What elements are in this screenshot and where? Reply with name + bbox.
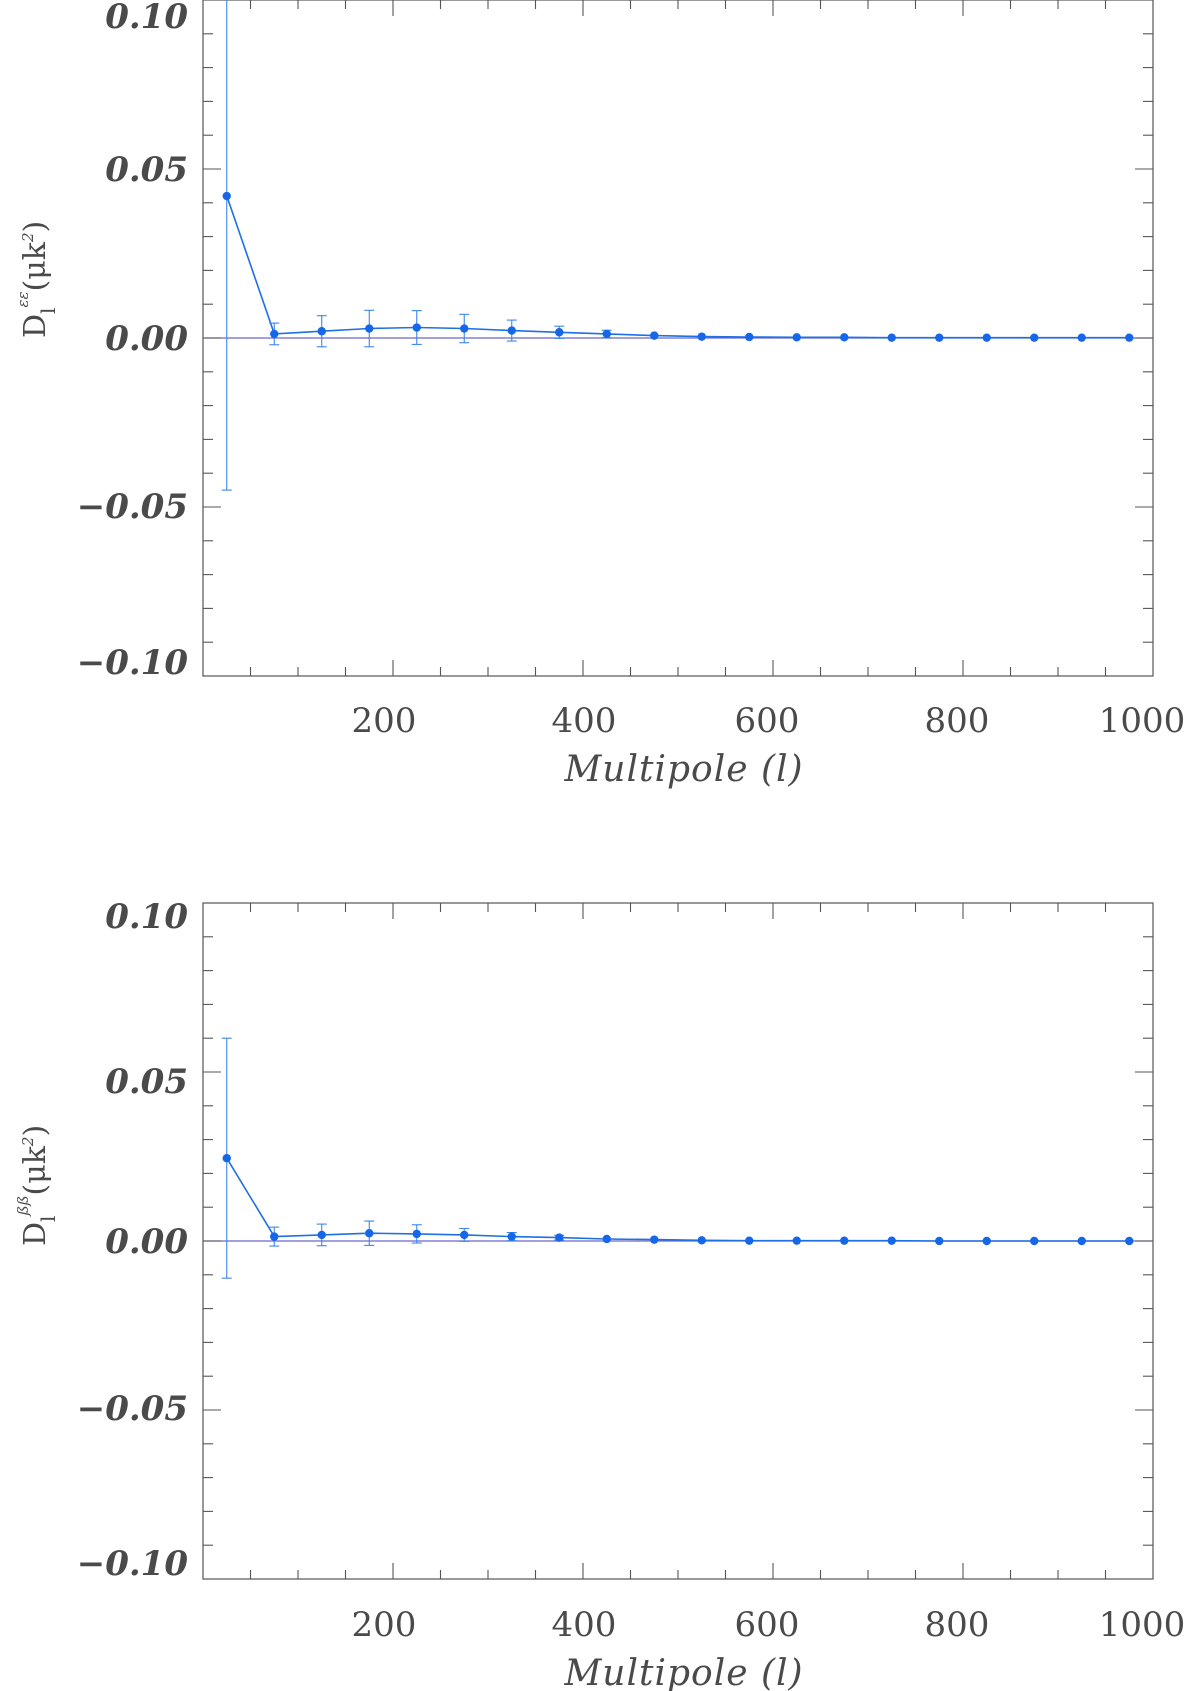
- x-tick-labels: 200 400 600 800 1000: [352, 1605, 1186, 1645]
- x-axis-label: Multipole (l): [563, 1653, 803, 1691]
- data-point: [412, 1229, 421, 1239]
- x-tick-label: 800: [925, 701, 990, 741]
- data-point: [365, 324, 374, 333]
- x-axis-label: Multipole (l): [563, 749, 803, 790]
- y-tick-labels: 0.10 0.05 0.00 −0.05 −0.10: [77, 0, 189, 683]
- data-point: [887, 1236, 896, 1245]
- data-point: [317, 327, 326, 336]
- data-point: [840, 1236, 849, 1245]
- data-point: [1030, 1236, 1039, 1246]
- data-point: [935, 333, 944, 342]
- x-tick-label: 400: [552, 701, 617, 741]
- x-tick-label: 1000: [1099, 1605, 1186, 1645]
- series-line: [226, 1157, 1130, 1242]
- y-axis-label-sub: l: [36, 308, 60, 314]
- y-tick-label: −0.10: [77, 643, 189, 683]
- ticks: [203, 0, 1153, 677]
- y-tick-label: 0.00: [105, 319, 188, 359]
- y-axis-label-sub: l: [36, 1216, 60, 1222]
- y-tick-label: 0.05: [105, 1062, 188, 1102]
- y-axis-label: Dlεε(μk2): [14, 221, 60, 338]
- x-tick-label: 600: [735, 701, 800, 741]
- data-point: [460, 1230, 469, 1240]
- data-point: [365, 1229, 374, 1238]
- data-point: [697, 332, 706, 341]
- y-axis-label-pow: 2: [19, 232, 37, 243]
- data-point: [745, 332, 754, 342]
- panel-ee: 0.10 0.05 0.00 −0.05 −0.10 200 400 600 8…: [14, 0, 1185, 790]
- data-point: [840, 333, 849, 342]
- x-tick-label: 600: [735, 1605, 800, 1645]
- x-tick-label: 400: [552, 1605, 617, 1645]
- marks: [203, 1037, 1153, 1279]
- y-tick-label: 0.00: [105, 1222, 188, 1262]
- y-tick-label: 0.10: [105, 897, 188, 937]
- data-point: [507, 1232, 516, 1241]
- data-point: [555, 1233, 564, 1242]
- data-point: [1125, 333, 1134, 342]
- data-point: [697, 1236, 706, 1245]
- x-tick-label: 200: [352, 701, 417, 741]
- data-point: [1077, 333, 1086, 342]
- series-line: [226, 195, 1130, 339]
- data-point: [270, 329, 279, 339]
- data-point: [460, 324, 469, 333]
- ticks: [203, 902, 1153, 1580]
- x-tick-label: 800: [925, 1605, 990, 1645]
- x-tick-labels: 200 400 600 800 1000: [352, 701, 1186, 741]
- data-point: [935, 1236, 944, 1246]
- data-point: [602, 1234, 611, 1244]
- data-point: [412, 323, 421, 332]
- y-axis-label-close: ): [18, 1125, 53, 1137]
- y-tick-labels: 0.10 0.05 0.00 −0.05 −0.10: [77, 897, 189, 1584]
- data-point: [745, 1236, 754, 1245]
- data-point: [650, 1235, 659, 1244]
- data-point: [650, 331, 659, 340]
- y-tick-label: −0.05: [77, 487, 188, 527]
- y-tick-label: 0.10: [105, 0, 188, 37]
- data-point: [602, 329, 611, 339]
- y-axis-label-pow: 2: [19, 1137, 37, 1148]
- data-point: [982, 1236, 991, 1246]
- data-point: [1125, 1236, 1134, 1246]
- data-point: [222, 191, 231, 201]
- y-axis-label-base: D: [18, 314, 53, 338]
- x-tick-label: 200: [352, 1605, 417, 1645]
- data-point: [1077, 1236, 1086, 1246]
- x-tick-label: 1000: [1099, 701, 1186, 741]
- data-point: [507, 326, 516, 335]
- data-point: [792, 1236, 801, 1245]
- data-point: [222, 1153, 231, 1163]
- panel-bb: 0.10 0.05 0.00 −0.05 −0.10 200 400 600 8…: [14, 897, 1185, 1691]
- data-point: [982, 333, 991, 342]
- y-axis-label-close: ): [18, 221, 53, 233]
- y-axis-label-unit: (μk: [18, 1145, 53, 1195]
- y-axis-label-sup: ßß: [14, 1195, 32, 1217]
- y-axis-label-base: D: [18, 1222, 53, 1246]
- y-axis-label: Dlßß(μk2): [14, 1125, 60, 1246]
- data-point: [887, 333, 896, 342]
- data-point: [555, 328, 564, 337]
- marks: [203, 0, 1153, 491]
- data-point: [1030, 333, 1039, 342]
- y-axis-label-sup: εε: [14, 291, 32, 307]
- data-point: [270, 1232, 279, 1241]
- y-tick-label: −0.10: [77, 1544, 189, 1584]
- data-point: [317, 1230, 326, 1240]
- y-axis-label-unit: (μk: [18, 241, 53, 291]
- y-tick-label: −0.05: [77, 1389, 188, 1429]
- data-point: [792, 333, 801, 342]
- y-tick-label: 0.05: [105, 150, 188, 190]
